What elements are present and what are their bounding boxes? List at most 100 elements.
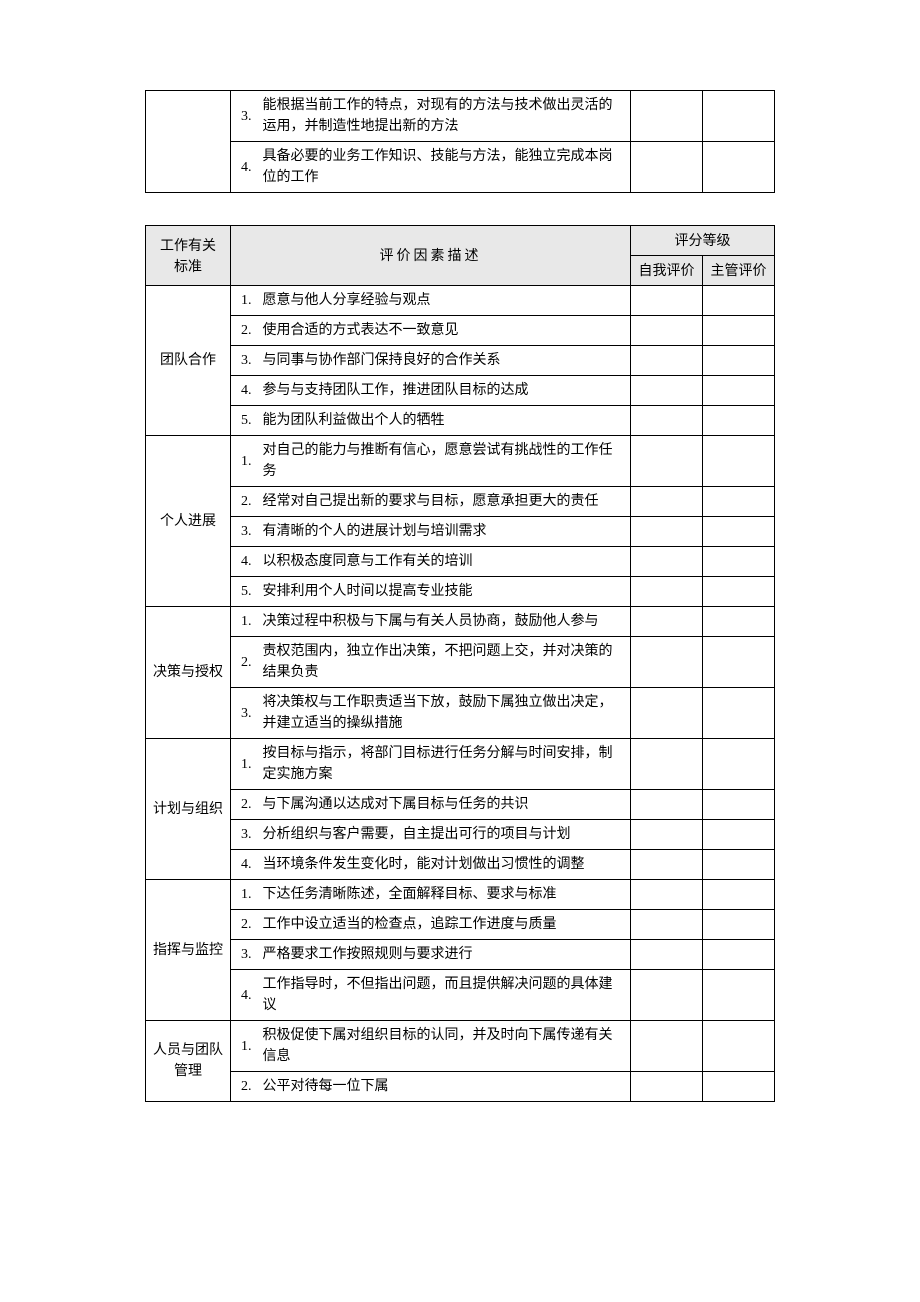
self-eval-cell[interactable] (631, 637, 703, 688)
item-text: 将决策权与工作职责适当下放，鼓励下属独立做出决定，并建立适当的操纵措施 (259, 688, 631, 739)
item-number: 2. (231, 487, 259, 517)
item-number: 2. (231, 316, 259, 346)
self-eval-cell[interactable] (631, 376, 703, 406)
sup-eval-cell[interactable] (703, 1021, 775, 1072)
table-row: 5. 能为团队利益做出个人的牺牲 (146, 406, 775, 436)
self-eval-cell[interactable] (631, 406, 703, 436)
sup-eval-cell[interactable] (703, 880, 775, 910)
sup-eval-cell[interactable] (703, 820, 775, 850)
self-eval-cell[interactable] (631, 91, 703, 142)
item-text: 能为团队利益做出个人的牺牲 (259, 406, 631, 436)
sup-eval-cell[interactable] (703, 970, 775, 1021)
sup-eval-cell[interactable] (703, 547, 775, 577)
item-text: 有清晰的个人的进展计划与培训需求 (259, 517, 631, 547)
sup-eval-cell[interactable] (703, 91, 775, 142)
category-cell: 计划与组织 (146, 739, 231, 880)
item-text: 分析组织与客户需要，自主提出可行的项目与计划 (259, 820, 631, 850)
sup-eval-cell[interactable] (703, 940, 775, 970)
sup-eval-cell[interactable] (703, 517, 775, 547)
sup-eval-cell[interactable] (703, 286, 775, 316)
item-number: 1. (231, 880, 259, 910)
sup-eval-cell[interactable] (703, 910, 775, 940)
table-row: 计划与组织 1. 按目标与指示，将部门目标进行任务分解与时间安排，制定实施方案 (146, 739, 775, 790)
self-eval-cell[interactable] (631, 1021, 703, 1072)
item-text: 工作指导时，不但指出问题，而且提供解决问题的具体建议 (259, 970, 631, 1021)
self-eval-cell[interactable] (631, 142, 703, 193)
item-number: 3. (231, 517, 259, 547)
sup-eval-cell[interactable] (703, 688, 775, 739)
table-row: 3. 严格要求工作按照规则与要求进行 (146, 940, 775, 970)
item-text: 安排利用个人时间以提高专业技能 (259, 577, 631, 607)
self-eval-cell[interactable] (631, 880, 703, 910)
table-row: 个人进展 1. 对自己的能力与推断有信心，愿意尝试有挑战性的工作任务 (146, 436, 775, 487)
item-number: 1. (231, 1021, 259, 1072)
item-number: 3. (231, 688, 259, 739)
sup-eval-cell[interactable] (703, 1072, 775, 1102)
table-row: 4. 以积极态度同意与工作有关的培训 (146, 547, 775, 577)
category-cell: 个人进展 (146, 436, 231, 607)
header-self-eval: 自我评价 (631, 256, 703, 286)
item-text: 愿意与他人分享经验与观点 (259, 286, 631, 316)
sup-eval-cell[interactable] (703, 790, 775, 820)
item-text: 下达任务清晰陈述，全面解释目标、要求与标准 (259, 880, 631, 910)
item-number: 3. (231, 91, 259, 142)
item-text: 工作中设立适当的检查点，追踪工作进度与质量 (259, 910, 631, 940)
sup-eval-cell[interactable] (703, 607, 775, 637)
item-number: 4. (231, 376, 259, 406)
self-eval-cell[interactable] (631, 850, 703, 880)
item-text: 使用合适的方式表达不一致意见 (259, 316, 631, 346)
self-eval-cell[interactable] (631, 547, 703, 577)
self-eval-cell[interactable] (631, 286, 703, 316)
self-eval-cell[interactable] (631, 970, 703, 1021)
item-text: 严格要求工作按照规则与要求进行 (259, 940, 631, 970)
table-row: 2. 使用合适的方式表达不一致意见 (146, 316, 775, 346)
item-number: 2. (231, 1072, 259, 1102)
sup-eval-cell[interactable] (703, 346, 775, 376)
self-eval-cell[interactable] (631, 316, 703, 346)
sup-eval-cell[interactable] (703, 316, 775, 346)
sup-eval-cell[interactable] (703, 487, 775, 517)
sup-eval-cell[interactable] (703, 142, 775, 193)
table-row: 2. 与下属沟通以达成对下属目标与任务的共识 (146, 790, 775, 820)
self-eval-cell[interactable] (631, 790, 703, 820)
self-eval-cell[interactable] (631, 436, 703, 487)
self-eval-cell[interactable] (631, 577, 703, 607)
sup-eval-cell[interactable] (703, 637, 775, 688)
item-number: 3. (231, 346, 259, 376)
self-eval-cell[interactable] (631, 517, 703, 547)
item-text: 积极促使下属对组织目标的认同，并及时向下属传递有关信息 (259, 1021, 631, 1072)
self-eval-cell[interactable] (631, 346, 703, 376)
header-rating: 评分等级 (631, 226, 775, 256)
item-text: 公平对待每一位下属 (259, 1072, 631, 1102)
self-eval-cell[interactable] (631, 910, 703, 940)
self-eval-cell[interactable] (631, 487, 703, 517)
self-eval-cell[interactable] (631, 1072, 703, 1102)
item-text: 按目标与指示，将部门目标进行任务分解与时间安排，制定实施方案 (259, 739, 631, 790)
table-row: 2. 责权范围内，独立作出决策，不把问题上交，并对决策的结果负责 (146, 637, 775, 688)
sup-eval-cell[interactable] (703, 406, 775, 436)
item-number: 1. (231, 607, 259, 637)
item-number: 2. (231, 910, 259, 940)
sup-eval-cell[interactable] (703, 376, 775, 406)
self-eval-cell[interactable] (631, 739, 703, 790)
table-row: 指挥与监控 1. 下达任务清晰陈述，全面解释目标、要求与标准 (146, 880, 775, 910)
table-row: 团队合作 1. 愿意与他人分享经验与观点 (146, 286, 775, 316)
header-category: 工作有关 标准 (146, 226, 231, 286)
table-row: 2. 工作中设立适当的检查点，追踪工作进度与质量 (146, 910, 775, 940)
sup-eval-cell[interactable] (703, 436, 775, 487)
sup-eval-cell[interactable] (703, 577, 775, 607)
table-row: 3. 能根据当前工作的特点，对现有的方法与技术做出灵活的运用，并制造性地提出新的… (146, 91, 775, 142)
table-row: 3. 有清晰的个人的进展计划与培训需求 (146, 517, 775, 547)
self-eval-cell[interactable] (631, 607, 703, 637)
item-number: 2. (231, 637, 259, 688)
sup-eval-cell[interactable] (703, 739, 775, 790)
table-row: 4. 具备必要的业务工作知识、技能与方法，能独立完成本岗位的工作 (146, 142, 775, 193)
category-cell: 决策与授权 (146, 607, 231, 739)
item-text: 参与与支持团队工作，推进团队目标的达成 (259, 376, 631, 406)
sup-eval-cell[interactable] (703, 850, 775, 880)
self-eval-cell[interactable] (631, 940, 703, 970)
item-number: 5. (231, 406, 259, 436)
self-eval-cell[interactable] (631, 820, 703, 850)
self-eval-cell[interactable] (631, 688, 703, 739)
table-row: 2. 经常对自己提出新的要求与目标，愿意承担更大的责任 (146, 487, 775, 517)
